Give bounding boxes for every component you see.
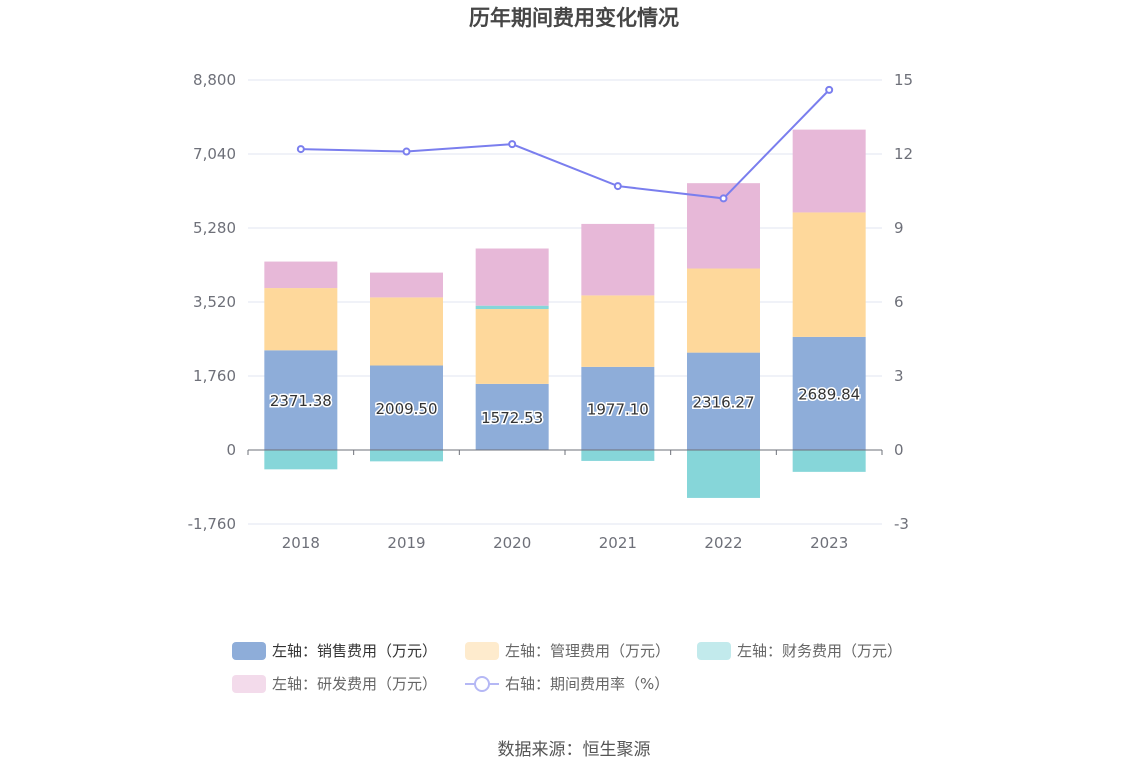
rate-point: [508, 140, 517, 149]
rate-line-path: [300, 89, 830, 200]
bar-segment: [581, 450, 655, 461]
x-tick-label: 2021: [599, 534, 637, 552]
legend-item[interactable]: 左轴：管理费用（万元）: [465, 642, 670, 660]
right-tick-label: 0: [894, 441, 904, 459]
bar-segment: [264, 261, 338, 289]
bar-segment: [264, 288, 338, 351]
chart-title: 历年期间费用变化情况: [469, 6, 679, 30]
legend-swatch: [232, 642, 266, 660]
legend-label: 左轴：销售费用（万元）: [272, 642, 437, 660]
bar-segment: [687, 268, 760, 353]
legend-marker-icon: [474, 676, 490, 692]
legend[interactable]: 左轴：销售费用（万元） 左轴：管理费用（万元） 左轴：财务费用（万元） 左轴：研发费用…: [232, 642, 902, 693]
bar-segment: [370, 272, 443, 298]
x-axis: 2018 2019 2020 2021 2022 2023: [247, 449, 883, 552]
x-tick-label: 2019: [387, 534, 425, 552]
bar-segment: [581, 223, 655, 296]
legend-label: 左轴：管理费用（万元）: [505, 642, 670, 660]
left-tick-label: -1,760: [188, 515, 236, 533]
bar-segment: [475, 383, 549, 450]
bar-segment: [475, 248, 549, 306]
left-tick-label: 7,040: [193, 145, 236, 163]
legend-item[interactable]: 右轴：期间费用率（%）: [465, 675, 669, 693]
legend-swatch: [232, 675, 266, 693]
rate-point: [613, 182, 622, 191]
right-tick-label: 6: [894, 293, 904, 311]
rate-line: [296, 85, 834, 203]
right-tick-label: 9: [894, 219, 904, 237]
bar-value-label: 1572.53: [481, 409, 543, 427]
bar-value-label: 2371.38: [270, 392, 332, 410]
left-tick-label: 1,760: [193, 367, 236, 385]
bar-segment: [370, 297, 443, 366]
legend-label: 右轴：期间费用率（%）: [505, 675, 669, 693]
legend-item[interactable]: 左轴：销售费用（万元）: [232, 642, 437, 660]
bar-segment: [792, 212, 866, 337]
x-tick-label: 2018: [282, 534, 320, 552]
bar-value-label: 2316.27: [692, 393, 754, 411]
bar-value-label: 2009.50: [375, 400, 437, 418]
legend-item[interactable]: 左轴：研发费用（万元）: [232, 675, 437, 693]
rate-point: [719, 194, 728, 203]
left-tick-label: 0: [226, 441, 236, 459]
bar-segment: [687, 352, 760, 450]
legend-label: 左轴：财务费用（万元）: [737, 642, 902, 660]
bar-segment: [370, 450, 443, 462]
legend-swatch: [465, 642, 499, 660]
bar-segment: [264, 350, 338, 450]
bar-segment: [687, 450, 760, 498]
bar-labels: 2371.38 2009.50 1572.53 1977.10 2316.27 2689.…: [268, 384, 861, 428]
right-tick-label: 12: [894, 145, 913, 163]
right-tick-label: 15: [894, 71, 913, 89]
bar-value-label: 1977.10: [587, 400, 649, 418]
left-tick-label: 5,280: [193, 219, 236, 237]
bar-segment: [792, 336, 866, 450]
legend-label: 左轴：研发费用（万元）: [272, 675, 437, 693]
bar-segment: [264, 450, 338, 470]
left-tick-label: 3,520: [193, 293, 236, 311]
bars: [264, 129, 866, 498]
bar-segment: [475, 309, 549, 384]
bar-value-label: 2689.84: [798, 385, 860, 403]
bar-segment: [475, 305, 549, 310]
rate-point: [825, 85, 834, 94]
bar-segment: [581, 295, 655, 367]
right-axis: 15 12 9 6 3 0 -3: [894, 71, 913, 533]
bar-segment: [370, 365, 443, 450]
bar-segment: [581, 366, 655, 450]
grid: [248, 79, 882, 525]
right-tick-label: -3: [894, 515, 909, 533]
rate-point: [402, 147, 411, 156]
bar-segment: [792, 129, 866, 213]
right-tick-label: 3: [894, 367, 904, 385]
legend-item[interactable]: 左轴：财务费用（万元）: [697, 642, 902, 660]
x-tick-label: 2023: [810, 534, 848, 552]
x-tick-label: 2022: [704, 534, 742, 552]
bar-segment: [792, 450, 866, 472]
x-tick-label: 2020: [493, 534, 531, 552]
source-note: 数据来源：恒生聚源: [498, 740, 651, 760]
left-axis: 8,800 7,040 5,280 3,520 1,760 0 -1,760: [188, 71, 236, 533]
rate-point: [296, 145, 305, 154]
legend-swatch: [697, 642, 731, 660]
left-tick-label: 8,800: [193, 71, 236, 89]
